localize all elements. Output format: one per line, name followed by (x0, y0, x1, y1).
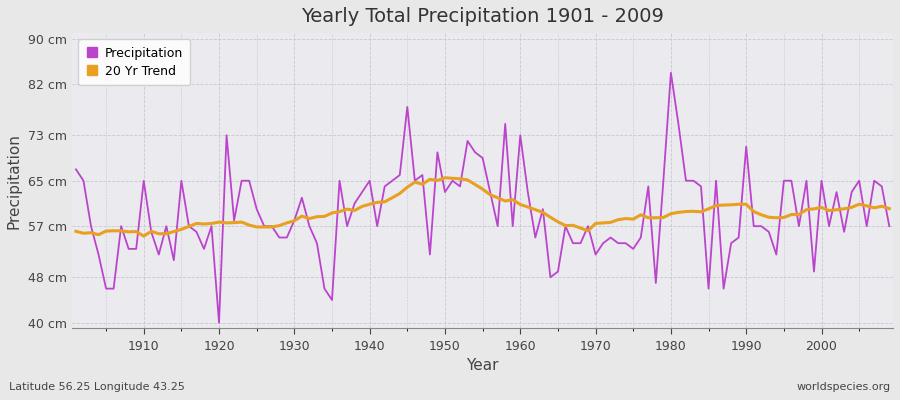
20 Yr Trend (349, 208, 360, 213)
20 Yr Trend (130, 229, 141, 234)
X-axis label: Year: Year (466, 358, 499, 373)
Legend: Precipitation, 20 Yr Trend: Precipitation, 20 Yr Trend (78, 39, 191, 85)
Precipitation (349, 201, 360, 206)
Precipitation (522, 190, 533, 194)
Y-axis label: Precipitation: Precipitation (7, 133, 22, 229)
Precipitation (70, 167, 81, 172)
20 Yr Trend (522, 204, 533, 209)
Precipitation (665, 70, 676, 75)
Precipitation (213, 320, 224, 325)
Text: worldspecies.org: worldspecies.org (796, 382, 891, 392)
20 Yr Trend (139, 234, 149, 238)
Precipitation (613, 241, 624, 246)
20 Yr Trend (620, 216, 631, 221)
Title: Yearly Total Precipitation 1901 - 2009: Yearly Total Precipitation 1901 - 2009 (302, 7, 664, 26)
Precipitation (515, 133, 526, 138)
Precipitation (884, 224, 895, 228)
20 Yr Trend (530, 207, 541, 212)
Line: Precipitation: Precipitation (76, 73, 889, 323)
20 Yr Trend (70, 229, 81, 234)
Text: Latitude 56.25 Longitude 43.25: Latitude 56.25 Longitude 43.25 (9, 382, 184, 392)
20 Yr Trend (304, 216, 315, 221)
Precipitation (130, 246, 141, 251)
20 Yr Trend (884, 206, 895, 211)
20 Yr Trend (439, 175, 450, 180)
Line: 20 Yr Trend: 20 Yr Trend (76, 178, 889, 236)
Precipitation (304, 224, 315, 228)
